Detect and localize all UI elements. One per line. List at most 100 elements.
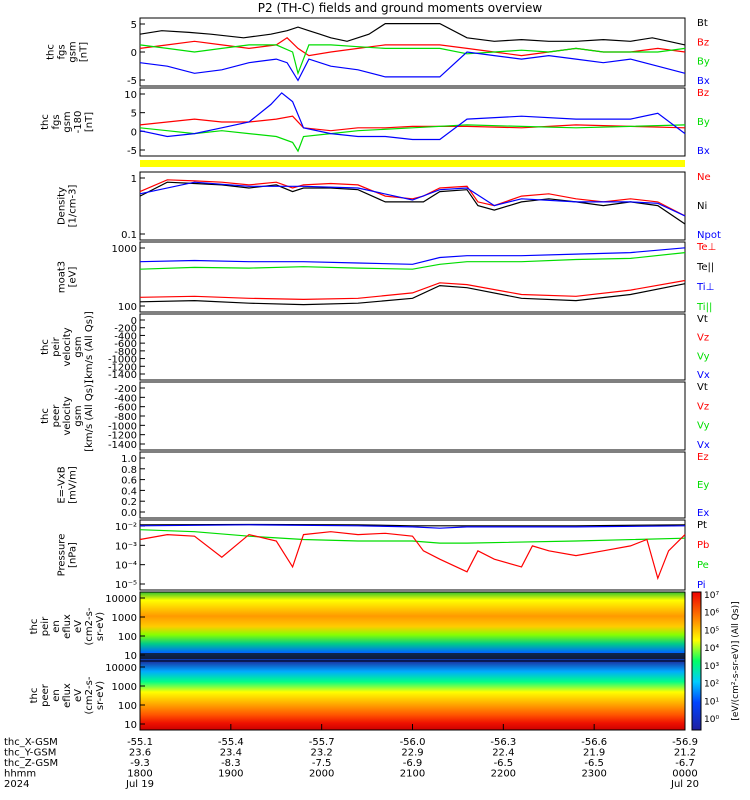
y-axis-label: [eV] (68, 267, 79, 288)
panel-frame (139, 241, 686, 313)
y-axis-label: thc (29, 619, 40, 635)
y-axis-label: [km/s (All Qs)] (84, 380, 95, 452)
y-tick-label: -1200 (108, 431, 137, 442)
y-tick-label: 0.0 (121, 508, 137, 519)
x-tick-label: -6.7 (675, 758, 695, 769)
y-tick-label: -5 (127, 146, 137, 157)
y-tick-label: 0 (131, 127, 137, 138)
y-tick-label: 0.2 (121, 497, 137, 508)
legend-entry: Pt (697, 520, 707, 531)
colorbar-tick-label: 10⁷ (704, 591, 719, 601)
x-row-label: 2024 (4, 779, 29, 790)
y-axis-label: en (51, 689, 62, 702)
y-axis-label: peer (51, 404, 62, 428)
y-tick-label: -200 (114, 384, 137, 395)
legend-entry: Pi (697, 580, 706, 591)
y-tick-label: -600 (114, 339, 137, 350)
panel-2 (139, 87, 686, 157)
y-tick-label: 1000 (112, 613, 137, 624)
panel-frame (139, 519, 686, 591)
y-axis-label: [1/cm-3] (68, 185, 79, 228)
y-axis-label: peer (40, 683, 51, 707)
y-axis-label: eflux (62, 683, 73, 708)
y-tick-label: 10 (124, 90, 137, 101)
x-tick-label: 2100 (400, 769, 425, 780)
y-axis-label: gsm (73, 405, 84, 426)
y-axis-label: moat3 (57, 261, 68, 293)
y-axis-label: thc (29, 688, 40, 704)
y-axis-label: thc (40, 339, 51, 355)
y-tick-label: 5 (131, 109, 137, 120)
x-tick-label: 23.6 (129, 748, 151, 759)
legend-entry: Pb (697, 540, 709, 551)
panel-4 (139, 241, 686, 313)
y-tick-label: 100 (118, 701, 137, 712)
series-line-Bx (139, 92, 686, 141)
x-tick-label: -56.9 (672, 737, 698, 748)
y-axis-label: gsm (62, 111, 73, 132)
y-axis-label: thc (40, 114, 51, 130)
x-tick-label: 22.9 (401, 748, 423, 759)
y-tick-label: 10⁻⁵ (115, 580, 137, 591)
x-tick-label: Jul 20 (670, 779, 699, 790)
x-tick-label: 1900 (218, 769, 243, 780)
y-axis-label: velocity (62, 327, 73, 366)
y-tick-label: 0.8 (121, 465, 137, 476)
legend-entry: Ex (697, 508, 709, 519)
y-tick-label: 100 (118, 632, 137, 643)
series-line-By (139, 124, 686, 153)
y-tick-label: 1 (131, 174, 137, 185)
y-axis-label: peir (40, 616, 51, 636)
legend-entry: Vx (697, 370, 710, 381)
y-axis-label: fgs (57, 44, 68, 59)
series-line-Pb (139, 531, 686, 581)
y-axis-label: [nT] (84, 112, 95, 132)
y-axis-label: Pressure (57, 534, 68, 577)
y-tick-label: 0.6 (121, 476, 137, 487)
y-tick-label: 10000 (105, 663, 137, 674)
y-tick-label: -1400 (108, 440, 137, 451)
colorbar-tick-label: 10¹ (704, 697, 719, 707)
y-tick-label: 1.0 (121, 454, 137, 465)
y-axis-label: sr-eV) (95, 681, 106, 710)
y-axis-label: sr-eV) (95, 612, 106, 641)
colorbar-tick-label: 10⁶ (704, 609, 719, 619)
y-axis-label: (cm2-s- (84, 607, 95, 645)
x-tick-label: -7.5 (312, 758, 332, 769)
series-line-Pe (139, 529, 686, 544)
colorbar-tick-label: 10² (704, 680, 719, 690)
colorbar-tick-label: 10⁴ (704, 644, 719, 654)
y-axis-label: [km/s (All Qs)] (84, 311, 95, 383)
legend-entry: Vt (697, 314, 708, 325)
series-line-By (139, 44, 686, 76)
x-tick-label: 2300 (581, 769, 606, 780)
legend-entry: Te|| (696, 262, 714, 273)
y-tick-label: -600 (114, 403, 137, 414)
legend-entry: Bx (697, 146, 710, 157)
x-tick-label: 21.9 (583, 748, 605, 759)
x-tick-label: 23.2 (311, 748, 333, 759)
x-tick-label: 23.4 (220, 748, 242, 759)
y-tick-label: 10 (124, 720, 137, 731)
colorbar-tick-label: 10⁰ (704, 715, 719, 725)
x-tick-label: 2000 (309, 769, 334, 780)
y-tick-label: -1400 (108, 370, 137, 381)
panel-10 (139, 591, 702, 731)
colorbar-tick-label: 10³ (704, 662, 719, 672)
figure-title: P2 (TH-C) fields and ground moments over… (258, 1, 543, 15)
series-line-Bz (139, 37, 686, 57)
legend-entry: Vx (697, 440, 710, 451)
series-line-Ti⊥ (139, 247, 686, 265)
panel-9 (139, 591, 686, 662)
y-tick-label: 10000 (105, 594, 137, 605)
y-axis-label: gsm (73, 336, 84, 357)
y-axis-label: [nPa] (68, 542, 79, 568)
heatmap-field (140, 592, 685, 661)
legend-entry: Bz (697, 88, 709, 99)
x-tick-label: -56.0 (400, 737, 426, 748)
panel-8 (139, 519, 686, 591)
x-tick-label: -56.6 (581, 737, 607, 748)
panel-frame (139, 313, 686, 381)
y-tick-label: -200 (114, 324, 137, 335)
